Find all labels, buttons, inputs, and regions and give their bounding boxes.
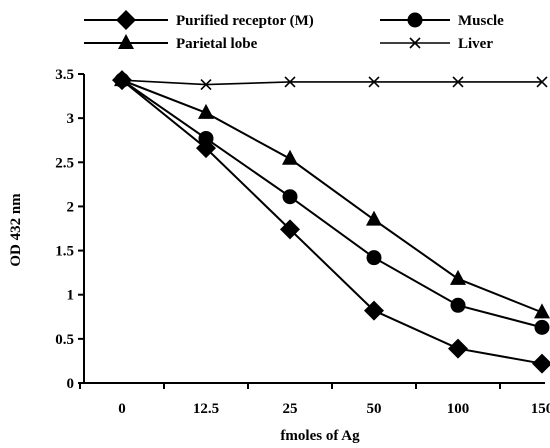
x-tick-label: 50 (367, 401, 382, 417)
data-point-diamond (448, 338, 468, 359)
series-line (121, 79, 542, 86)
legend-label: Purified receptor (M) (176, 13, 314, 29)
data-point-triangle (366, 210, 382, 226)
data-point-diamond (196, 138, 216, 159)
series-line (121, 79, 543, 329)
x-tick-label: 25 (283, 401, 298, 417)
legend-label: Parietal lobe (176, 36, 258, 52)
y-tick-label: 3 (67, 111, 75, 127)
data-point-x (200, 79, 212, 91)
series-layer (112, 70, 550, 374)
x-tick-label: 0 (118, 401, 126, 417)
y-tick-label: 0.5 (55, 332, 74, 348)
legend-label: Liver (458, 36, 493, 52)
y-tick-label: 2 (67, 199, 75, 215)
data-point-diamond (112, 70, 132, 91)
data-point-circle (282, 189, 298, 205)
legend-label: Muscle (458, 13, 504, 29)
y-tick-label: 1 (67, 288, 75, 304)
data-point-diamond (280, 219, 300, 240)
data-point-x (536, 76, 548, 88)
data-point-circle (534, 319, 550, 335)
data-point-circle (366, 250, 382, 266)
data-point-circle (450, 297, 466, 313)
x-tick-label: 100 (447, 401, 470, 417)
data-point-diamond (532, 353, 550, 374)
legend-marker-circle (407, 12, 423, 28)
x-axis-title: fmoles of Ag (280, 428, 360, 444)
data-point-diamond (364, 300, 384, 321)
data-point-triangle (282, 149, 298, 165)
data-point-triangle (534, 303, 550, 319)
data-point-x (284, 76, 296, 88)
x-tick-label: 12.5 (193, 401, 219, 417)
axes (83, 74, 545, 384)
legend: Purified receptor (M) Muscle Parietal lobe… (84, 10, 504, 52)
legend-item-parietal-lobe: Parietal lobe (84, 34, 258, 52)
series-parietal-lobe (114, 71, 550, 319)
series-muscle (114, 72, 550, 335)
data-point-x (452, 76, 464, 88)
data-point-triangle (198, 103, 214, 119)
data-point-triangle (450, 269, 466, 285)
legend-item-liver: Liver (380, 36, 493, 52)
legend-marker-x (409, 37, 421, 49)
legend-item-muscle: Muscle (380, 12, 504, 29)
legend-marker-triangle (118, 34, 134, 49)
x-ticks: 0 12.5 25 50 100 150 (79, 383, 550, 417)
data-point-x (368, 76, 380, 88)
y-tick-label: 2.5 (55, 155, 74, 171)
series-liver (116, 74, 548, 91)
y-tick-label: 3.5 (55, 67, 74, 83)
series-line (121, 79, 543, 365)
y-ticks: 0 0.5 1 1.5 2 2.5 3 3.5 (55, 67, 84, 392)
x-tick-label: 150 (531, 401, 550, 417)
series-line (121, 79, 543, 314)
y-tick-label: 1.5 (55, 244, 74, 260)
legend-item-purified-receptor-m: Purified receptor (M) (84, 10, 314, 30)
y-tick-label: 0 (67, 376, 75, 392)
y-axis-title: OD 432 nm (8, 193, 24, 267)
legend-marker-diamond (116, 10, 136, 30)
series-purified-receptor-m (112, 70, 550, 374)
